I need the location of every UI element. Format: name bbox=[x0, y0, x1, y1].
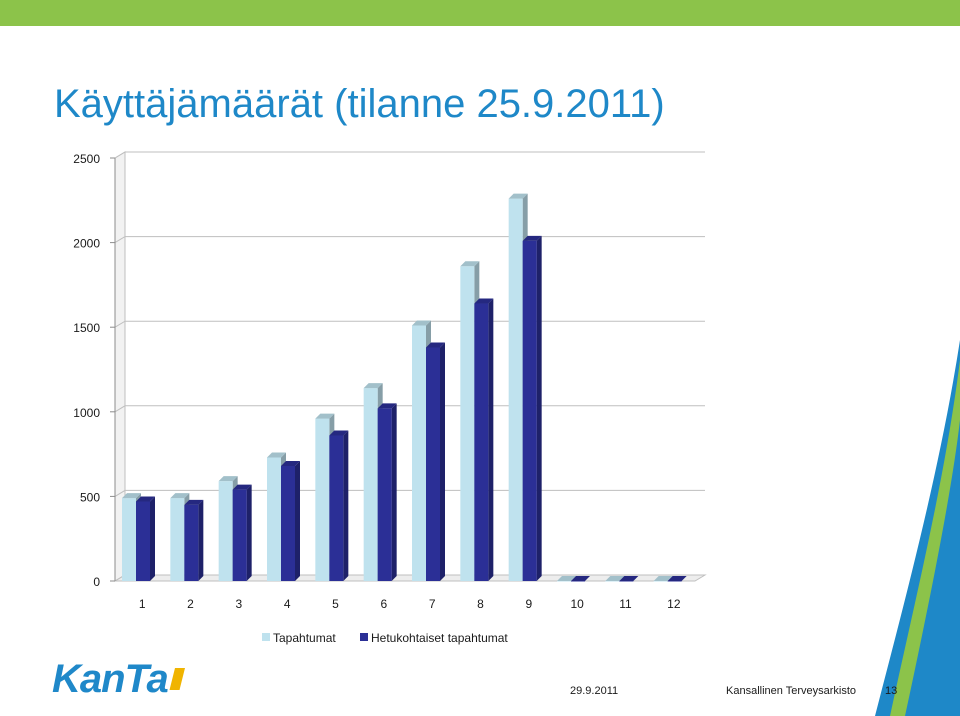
x-tick-label: 8 bbox=[477, 597, 484, 611]
gridline bbox=[114, 405, 705, 413]
bar-tapahtumat-10 bbox=[557, 576, 576, 582]
x-tick-label: 10 bbox=[570, 597, 584, 611]
bar-hetukohtaiset-1 bbox=[136, 496, 155, 581]
bar-hetukohtaiset-6 bbox=[377, 403, 397, 581]
bar-hetukohtaiset-12 bbox=[667, 576, 687, 582]
gridline bbox=[114, 151, 705, 159]
legend-swatch bbox=[360, 633, 368, 641]
x-tick-label: 9 bbox=[525, 597, 532, 611]
bar-hetukohtaiset-5 bbox=[329, 430, 349, 581]
bar-tapahtumat-12 bbox=[653, 576, 673, 582]
bar-hetukohtaiset-9 bbox=[522, 235, 542, 581]
y-tick-label: 2000 bbox=[73, 237, 100, 251]
x-tick-label: 4 bbox=[284, 597, 291, 611]
bar-hetukohtaiset-4 bbox=[281, 460, 300, 581]
bar-hetukohtaiset-8 bbox=[474, 298, 494, 581]
x-tick-label: 1 bbox=[139, 597, 146, 611]
gridline bbox=[114, 236, 705, 244]
gridline bbox=[114, 489, 705, 497]
x-tick-label: 7 bbox=[429, 597, 436, 611]
kanta-logo: KanTa bbox=[52, 657, 186, 700]
bar-tapahtumat-11 bbox=[605, 576, 625, 582]
legend-swatch bbox=[262, 633, 270, 641]
x-tick-label: 11 bbox=[619, 597, 632, 611]
footer-date: 29.9.2011 bbox=[570, 685, 619, 697]
y-tick-label: 500 bbox=[80, 490, 100, 504]
x-tick-label: 6 bbox=[380, 597, 387, 611]
y-tick-label: 1000 bbox=[73, 406, 100, 420]
svg-text:KanTa: KanTa bbox=[52, 657, 169, 700]
bar-hetukohtaiset-3 bbox=[232, 484, 252, 581]
slide-title: Käyttäjämäärät (tilanne 25.9.2011) bbox=[54, 82, 665, 126]
y-tick-label: 2500 bbox=[73, 152, 100, 166]
y-tick-label: 0 bbox=[93, 575, 100, 589]
bar-hetukohtaiset-2 bbox=[184, 499, 204, 581]
footer-organization: Kansallinen Terveysarkisto bbox=[726, 685, 857, 697]
bar-hetukohtaiset-7 bbox=[426, 342, 445, 581]
x-tick-label: 5 bbox=[332, 597, 339, 611]
page-number: 13 bbox=[885, 685, 898, 697]
top-accent-bar bbox=[0, 0, 960, 26]
gridline bbox=[114, 320, 705, 328]
x-tick-label: 3 bbox=[235, 597, 242, 611]
legend-label: Tapahtumat bbox=[273, 631, 336, 645]
bar-hetukohtaiset-11 bbox=[619, 576, 639, 582]
x-tick-label: 12 bbox=[667, 597, 681, 611]
y-tick-label: 1500 bbox=[73, 321, 100, 335]
bar-hetukohtaiset-10 bbox=[571, 576, 590, 582]
x-tick-label: 2 bbox=[187, 597, 194, 611]
legend-label: Hetukohtaiset tapahtumat bbox=[371, 631, 508, 645]
